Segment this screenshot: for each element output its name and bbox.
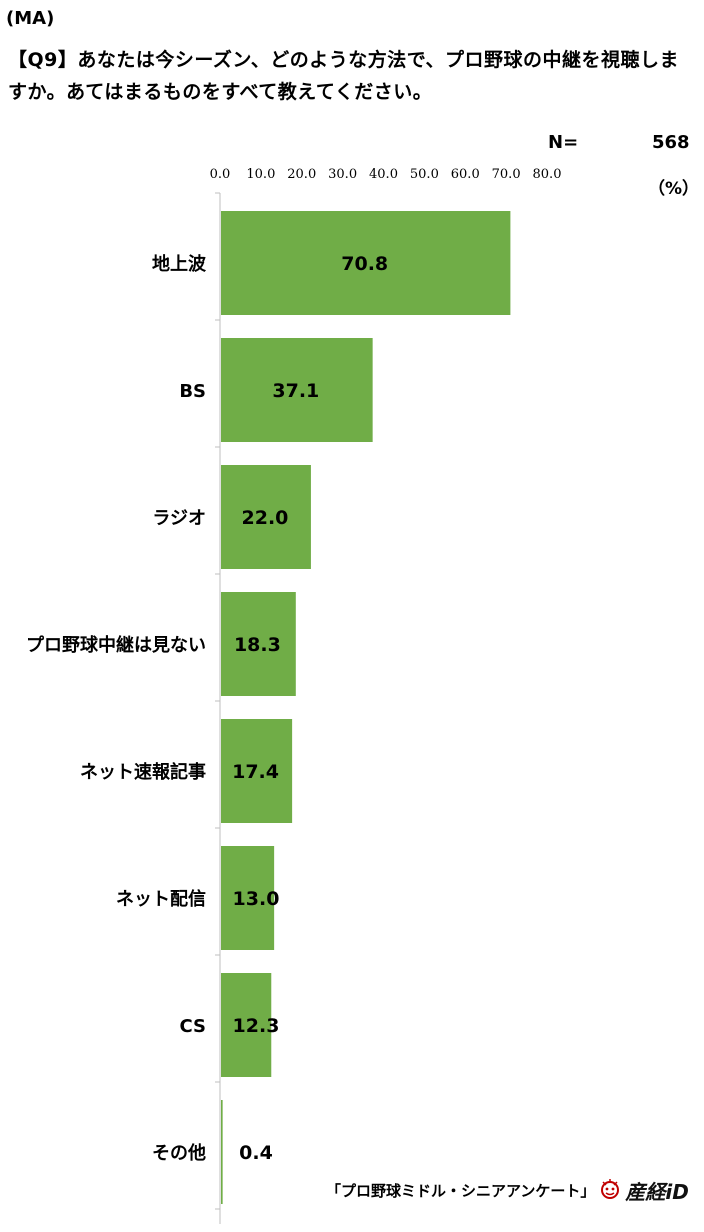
sankei-face-icon: [599, 1178, 621, 1204]
footer-source: 「プロ野球ミドル・シニアアンケート」 産経iD: [326, 1176, 689, 1205]
bar: [221, 211, 511, 315]
data-label: 12.3: [233, 1015, 280, 1037]
category-label: ネット速報記事: [80, 761, 206, 783]
x-tick-label: 70.0: [492, 167, 521, 182]
category-label: BS: [179, 381, 206, 402]
bar: [221, 592, 296, 696]
data-label: 70.8: [341, 253, 388, 275]
category-label: その他: [152, 1142, 206, 1164]
category-label: ラジオ: [152, 508, 206, 529]
data-label: 0.4: [239, 1142, 273, 1164]
sample-size-value: 568: [652, 132, 690, 153]
x-tick-label: 60.0: [451, 167, 480, 182]
sankei-id-logo: 産経iD: [625, 1180, 689, 1204]
x-tick-label: 40.0: [369, 167, 398, 182]
question-text: 【Q9】あなたは今シーズン、どのような方法で、プロ野球の中継を視聴しますか。あて…: [8, 49, 680, 103]
x-tick-label: 20.0: [287, 167, 316, 182]
x-tick-label: 30.0: [328, 167, 357, 182]
data-label: 18.3: [234, 634, 281, 656]
bar: [221, 973, 272, 1077]
data-label: 13.0: [233, 888, 280, 910]
data-label: 22.0: [242, 507, 289, 529]
bar: [221, 338, 373, 442]
multiple-answer-label: (MA): [6, 8, 55, 29]
source-text: 「プロ野球ミドル・シニアアンケート」: [326, 1182, 596, 1200]
category-label: プロ野球中継は見ない: [26, 634, 206, 656]
data-label: 37.1: [272, 380, 319, 402]
unit-label: （%）: [648, 179, 700, 199]
sample-size-label: N=: [548, 132, 579, 153]
bar: [221, 719, 293, 823]
x-tick-label: 10.0: [246, 167, 275, 182]
category-label: ネット配信: [116, 888, 206, 910]
category-label: CS: [179, 1016, 206, 1037]
bar: [221, 846, 275, 950]
bar: [221, 465, 311, 569]
x-tick-label: 50.0: [410, 167, 439, 182]
x-tick-label: 80.0: [533, 167, 562, 182]
bar: [221, 1100, 223, 1204]
category-label: 地上波: [152, 253, 207, 275]
x-tick-label: 0.0: [210, 167, 231, 182]
data-label: 17.4: [232, 761, 279, 783]
